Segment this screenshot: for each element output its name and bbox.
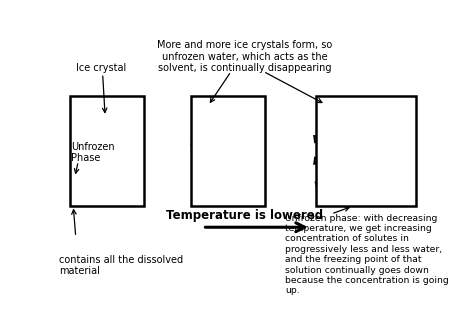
Bar — [70, 96, 144, 206]
Bar — [316, 96, 416, 206]
Text: contains all the dissolved
material: contains all the dissolved material — [59, 255, 183, 276]
Text: Temperature is lowered: Temperature is lowered — [166, 209, 323, 222]
Text: Unfrozen phase: with decreasing
temperature, we get increasing
concentration of : Unfrozen phase: with decreasing temperat… — [285, 214, 449, 295]
Text: More and more ice crystals form, so
unfrozen water, which acts as the
solvent, i: More and more ice crystals form, so unfr… — [157, 40, 332, 73]
Text: Ice crystal: Ice crystal — [76, 63, 127, 73]
Bar — [191, 96, 265, 206]
Text: Unfrozen
Phase: Unfrozen Phase — [72, 142, 115, 163]
